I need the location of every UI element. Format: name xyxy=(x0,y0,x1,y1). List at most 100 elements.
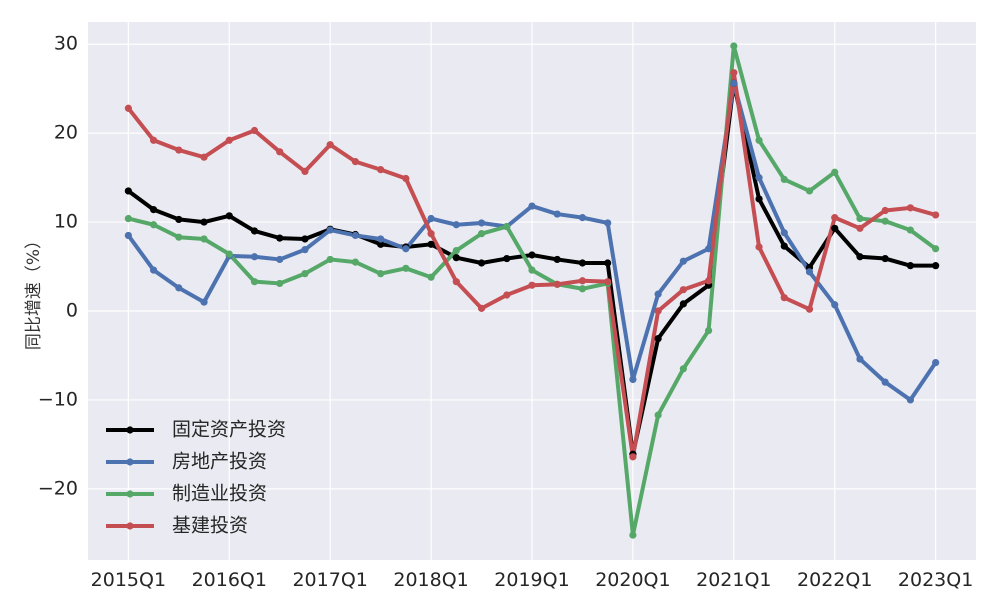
y-tick-label: 10 xyxy=(54,211,78,233)
data-point xyxy=(704,326,713,335)
legend-marker xyxy=(126,426,134,434)
data-point xyxy=(528,251,536,259)
data-point xyxy=(831,214,839,222)
data-point xyxy=(377,270,385,278)
data-point xyxy=(780,229,788,237)
data-point xyxy=(427,214,435,223)
data-point xyxy=(932,245,940,253)
data-point xyxy=(225,250,233,258)
data-point xyxy=(377,235,385,243)
y-tick-labels: −20 −10 0 10 20 30 xyxy=(38,33,78,500)
data-point xyxy=(805,268,814,276)
data-point xyxy=(629,375,637,384)
data-point xyxy=(326,141,334,149)
data-point xyxy=(200,298,208,306)
data-point xyxy=(427,273,435,281)
y-tick-label: 20 xyxy=(54,122,78,144)
data-point xyxy=(679,365,687,373)
x-tick-label: 2023Q1 xyxy=(898,569,973,591)
x-tick-labels: 2015Q1 2016Q1 2017Q1 2018Q1 2019Q1 2020Q1 2021… xyxy=(91,569,974,591)
data-point xyxy=(780,294,788,302)
data-point xyxy=(477,259,486,267)
data-point xyxy=(326,255,334,264)
x-tick-label: 2019Q1 xyxy=(494,569,569,591)
legend-label: 制造业投资 xyxy=(172,483,267,505)
data-point xyxy=(604,278,612,286)
data-point xyxy=(149,266,158,274)
x-tick-label: 2018Q1 xyxy=(393,569,468,591)
data-point xyxy=(679,257,687,265)
data-point xyxy=(654,307,662,315)
data-point xyxy=(704,277,713,285)
data-point xyxy=(881,378,889,386)
x-tick-label: 2021Q1 xyxy=(696,569,771,591)
data-point xyxy=(377,240,385,248)
data-point xyxy=(629,453,637,461)
data-point xyxy=(276,234,284,242)
data-point xyxy=(503,222,511,231)
data-point xyxy=(856,214,864,223)
data-point xyxy=(578,285,587,293)
data-point xyxy=(528,281,536,289)
data-point xyxy=(477,304,486,312)
data-point xyxy=(805,187,814,195)
data-point xyxy=(225,136,233,144)
y-axis-label: 同比增速（%） xyxy=(24,232,44,350)
data-point xyxy=(301,167,309,175)
data-point xyxy=(906,396,915,404)
data-point xyxy=(276,255,284,264)
data-point xyxy=(780,242,788,250)
data-point xyxy=(124,214,132,223)
data-point xyxy=(326,226,334,234)
y-tick-label: 30 xyxy=(54,33,78,55)
data-point xyxy=(730,79,738,87)
data-point xyxy=(351,258,360,266)
gridlines xyxy=(88,22,976,560)
data-point xyxy=(427,230,435,238)
data-point xyxy=(149,206,158,214)
series-points xyxy=(124,42,940,539)
data-point xyxy=(932,262,940,270)
data-point xyxy=(831,301,839,309)
data-point xyxy=(301,270,309,278)
legend-label: 房地产投资 xyxy=(172,451,267,473)
data-point xyxy=(149,136,158,144)
data-point xyxy=(124,231,132,240)
data-point xyxy=(452,278,460,286)
data-point xyxy=(200,218,208,226)
data-point xyxy=(250,126,259,135)
y-tick-label: 0 xyxy=(66,300,78,322)
data-point xyxy=(250,227,259,235)
data-point xyxy=(402,174,410,183)
data-point xyxy=(906,204,915,212)
data-point xyxy=(477,230,486,238)
data-point xyxy=(780,175,788,183)
data-point xyxy=(654,411,662,419)
data-point xyxy=(654,334,662,343)
data-point xyxy=(881,217,889,225)
data-point xyxy=(629,531,637,539)
data-point xyxy=(578,214,587,222)
data-point xyxy=(225,212,233,220)
legend-marker xyxy=(126,522,134,530)
data-point xyxy=(528,266,536,274)
data-point xyxy=(805,305,814,313)
data-point xyxy=(528,202,536,210)
data-point xyxy=(452,246,460,255)
data-point xyxy=(578,259,587,267)
x-tick-label: 2017Q1 xyxy=(292,569,367,591)
data-point xyxy=(402,264,410,272)
y-tick-label: −20 xyxy=(38,477,78,499)
y-tick-label: −10 xyxy=(38,388,78,410)
x-tick-label: 2016Q1 xyxy=(192,569,267,591)
data-point xyxy=(149,221,158,229)
data-point xyxy=(604,219,612,227)
data-point xyxy=(175,215,183,224)
data-point xyxy=(200,153,208,161)
legend-marker xyxy=(126,458,134,466)
data-point xyxy=(906,262,915,270)
data-point xyxy=(553,280,561,288)
data-point xyxy=(301,246,309,254)
legend-marker xyxy=(126,490,134,498)
